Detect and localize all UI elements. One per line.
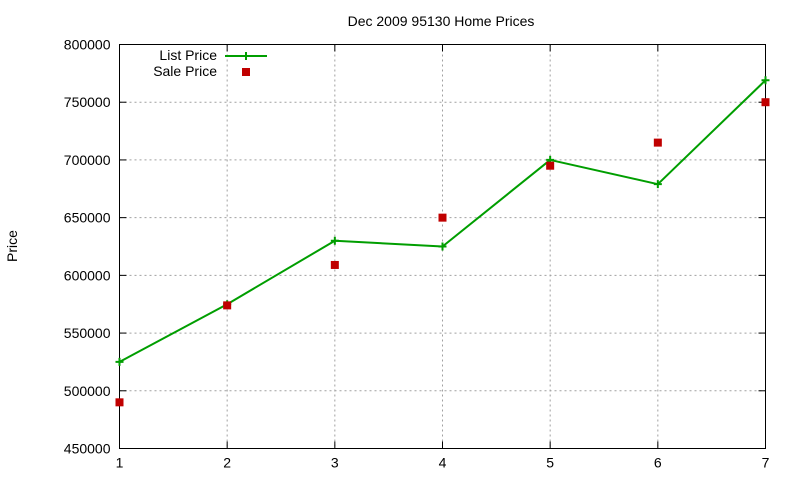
sale-price-point: [438, 213, 447, 222]
chart-title: Dec 2009 95130 Home Prices: [348, 13, 535, 29]
list-price-point: [115, 357, 124, 366]
sale-price-point: [761, 98, 770, 107]
series-layer: [115, 76, 770, 407]
y-tick-label: 750000: [64, 94, 111, 110]
list-price-point: [438, 242, 447, 251]
y-tick-label: 500000: [64, 383, 111, 399]
list-price-point: [761, 76, 770, 85]
y-axis-label: Price: [4, 230, 20, 262]
legend-label-list-price: List Price: [159, 47, 217, 63]
x-tick-label: 1: [116, 455, 124, 471]
x-tick-label: 6: [654, 455, 662, 471]
sale-price-point: [546, 161, 555, 170]
y-tick-label: 550000: [64, 325, 111, 341]
sale-price-point: [223, 301, 232, 310]
y-tick-label: 600000: [64, 267, 111, 283]
y-tick-label: 450000: [64, 441, 111, 457]
x-tick-label: 3: [331, 455, 339, 471]
axis-ticks: 450000 500000 550000 600000 650000 700000 7500…: [64, 37, 770, 471]
x-tick-label: 4: [439, 455, 447, 471]
sale-price-point: [330, 260, 339, 269]
y-tick-label: 650000: [64, 210, 111, 226]
plot-frame: [119, 44, 766, 449]
list-price-point: [330, 236, 339, 245]
x-tick-label: 5: [546, 455, 554, 471]
x-tick-label: 2: [223, 455, 231, 471]
legend-sample-list-price-marker: [242, 52, 250, 60]
list-price-point: [653, 180, 662, 189]
x-tick-label: 7: [762, 455, 770, 471]
legend-sample-sale-price-marker: [242, 68, 250, 76]
sale-price-point: [115, 398, 124, 407]
y-tick-label: 700000: [64, 152, 111, 168]
legend-label-sale-price: Sale Price: [153, 63, 217, 79]
sale-price-point: [653, 138, 662, 147]
y-tick-label: 800000: [64, 37, 111, 53]
legend: List Price Sale Price: [153, 47, 267, 79]
